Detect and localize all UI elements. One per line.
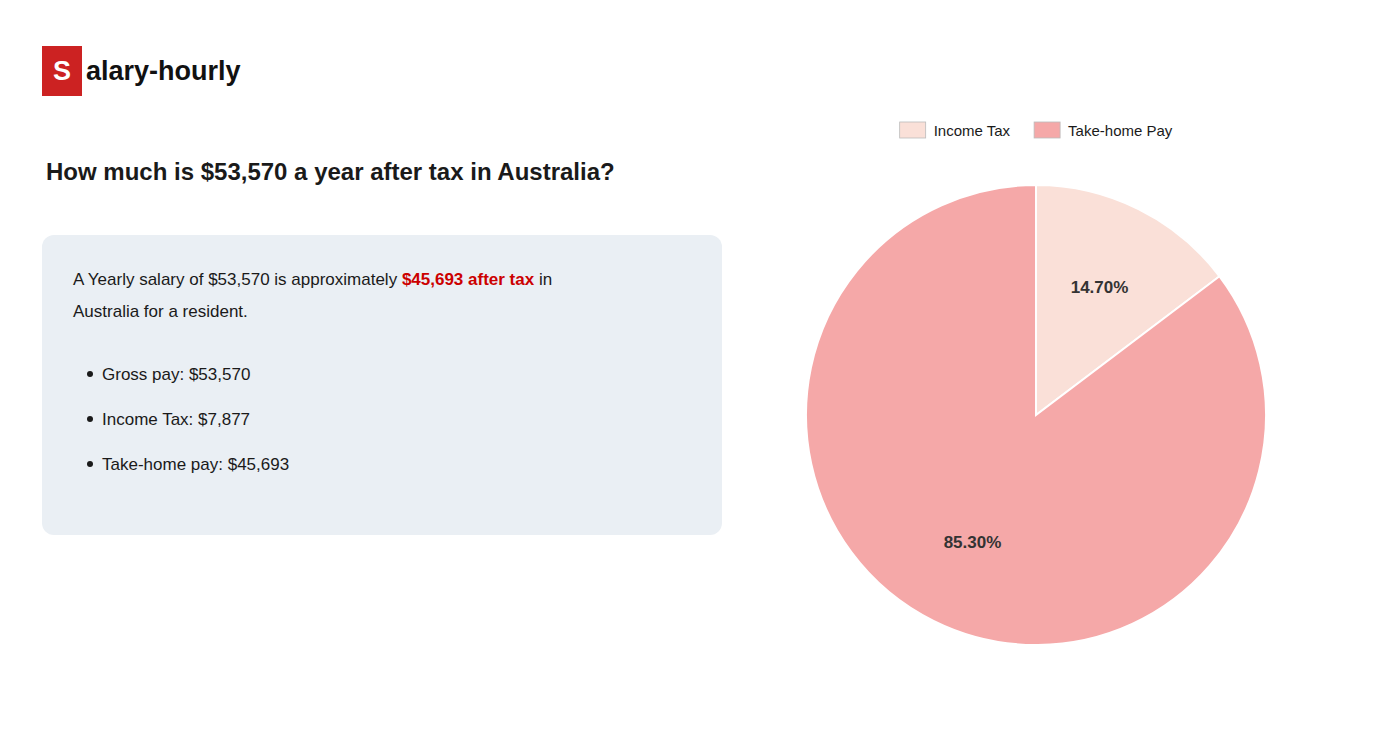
pie-slice [806,185,1266,645]
logo-initial: S [53,56,71,86]
data-label: 85.30% [944,533,1002,552]
logo-box [42,46,82,96]
chart-title: How much is $53,570 a year after tax in … [46,158,615,185]
chart-svg: Salary-hourly How much is $53,570 a year … [0,0,1400,750]
bullet-dot [87,371,93,377]
legend-swatch [1034,122,1060,138]
summary-box [42,235,722,535]
legend-label: Take-home Pay [1068,122,1173,139]
legend: Income Tax Take-home Pay [900,122,1173,139]
data-label: 14.70% [1071,278,1129,297]
summary-highlight: $45,693 after tax [402,270,535,289]
summary-text: in [534,270,552,289]
summary-text: Australia for a resident. [73,302,248,321]
bullet-text: Income Tax: $7,877 [102,410,250,429]
pie: 14.70% 85.30% [806,185,1266,645]
logo-text: alary-hourly [86,56,241,86]
legend-swatch [900,122,926,138]
legend-label: Income Tax [934,122,1011,139]
legend-item: Take-home Pay [1034,122,1173,139]
summary-text: A Yearly salary of $53,570 is approximat… [73,270,402,289]
bullet-dot [87,416,93,422]
bullet-text: Take-home pay: $45,693 [102,455,289,474]
bullet-dot [87,461,93,467]
legend-item: Income Tax [900,122,1011,139]
bullet-text: Gross pay: $53,570 [102,365,250,384]
text-panel: Salary-hourly How much is $53,570 a year … [42,46,722,535]
